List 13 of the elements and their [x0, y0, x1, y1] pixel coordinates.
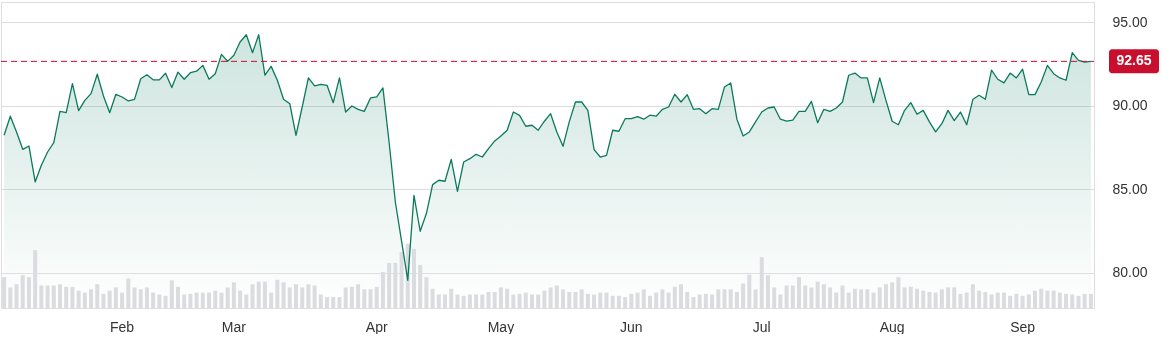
y-tick-label: 85.00	[1112, 180, 1148, 197]
x-tick-label: Aug	[879, 318, 905, 335]
x-tick-label: Apr	[365, 318, 388, 335]
x-tick-label: Mar	[221, 318, 247, 335]
y-tick-label: 80.00	[1112, 264, 1148, 281]
x-tick-label: Sep	[1010, 318, 1036, 335]
x-tick-label: Feb	[110, 318, 135, 335]
x-tick-label: May	[487, 318, 515, 335]
ref-line-label: 92.65	[1116, 52, 1152, 69]
x-tick-label: Jul	[752, 318, 771, 335]
y-tick-label: 95.00	[1112, 13, 1148, 30]
x-tick-label: Jun	[620, 318, 643, 335]
y-tick-label: 90.00	[1112, 97, 1148, 114]
